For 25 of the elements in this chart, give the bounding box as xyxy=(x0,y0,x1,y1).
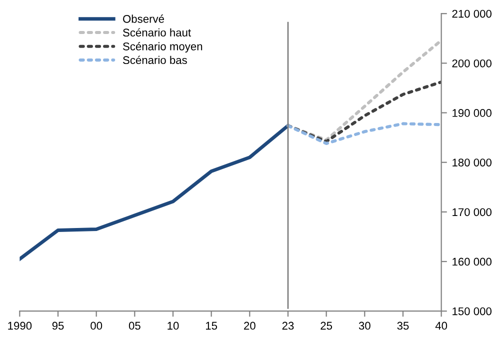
x-tick-label: 30 xyxy=(358,322,370,330)
legend-label: Scénario haut xyxy=(123,28,191,37)
legend-label: Scénario moyen xyxy=(123,42,202,53)
x-tick-label: 00 xyxy=(90,322,102,330)
x-tick-label: 25 xyxy=(320,322,332,330)
y-tick-label: 190 000 xyxy=(452,109,492,117)
legend-label: Scénario bas xyxy=(123,56,187,64)
legend-label: Observé xyxy=(123,14,164,23)
x-tick-label: 15 xyxy=(206,322,218,330)
y-tick-label: 170 000 xyxy=(452,208,492,216)
y-tick-label: 160 000 xyxy=(452,258,492,266)
x-tick-label: 1990 xyxy=(8,322,32,330)
y-tick-label: 180 000 xyxy=(452,158,492,166)
y-tick-label: 210 000 xyxy=(452,10,492,18)
x-tick-label: 05 xyxy=(128,322,140,330)
x-tick-label: 10 xyxy=(168,322,179,330)
line-series xyxy=(20,124,290,261)
x-tick-label: 40 xyxy=(435,322,448,330)
line-series xyxy=(286,122,442,146)
x-tick-label: 35 xyxy=(397,322,409,330)
x-tick-label: 23 xyxy=(282,322,294,330)
y-tick-label: 200 000 xyxy=(452,59,492,68)
y-tick-label: 150 000 xyxy=(452,307,492,316)
x-tick-label: 95 xyxy=(52,322,64,330)
x-tick-label: 20 xyxy=(244,322,256,330)
